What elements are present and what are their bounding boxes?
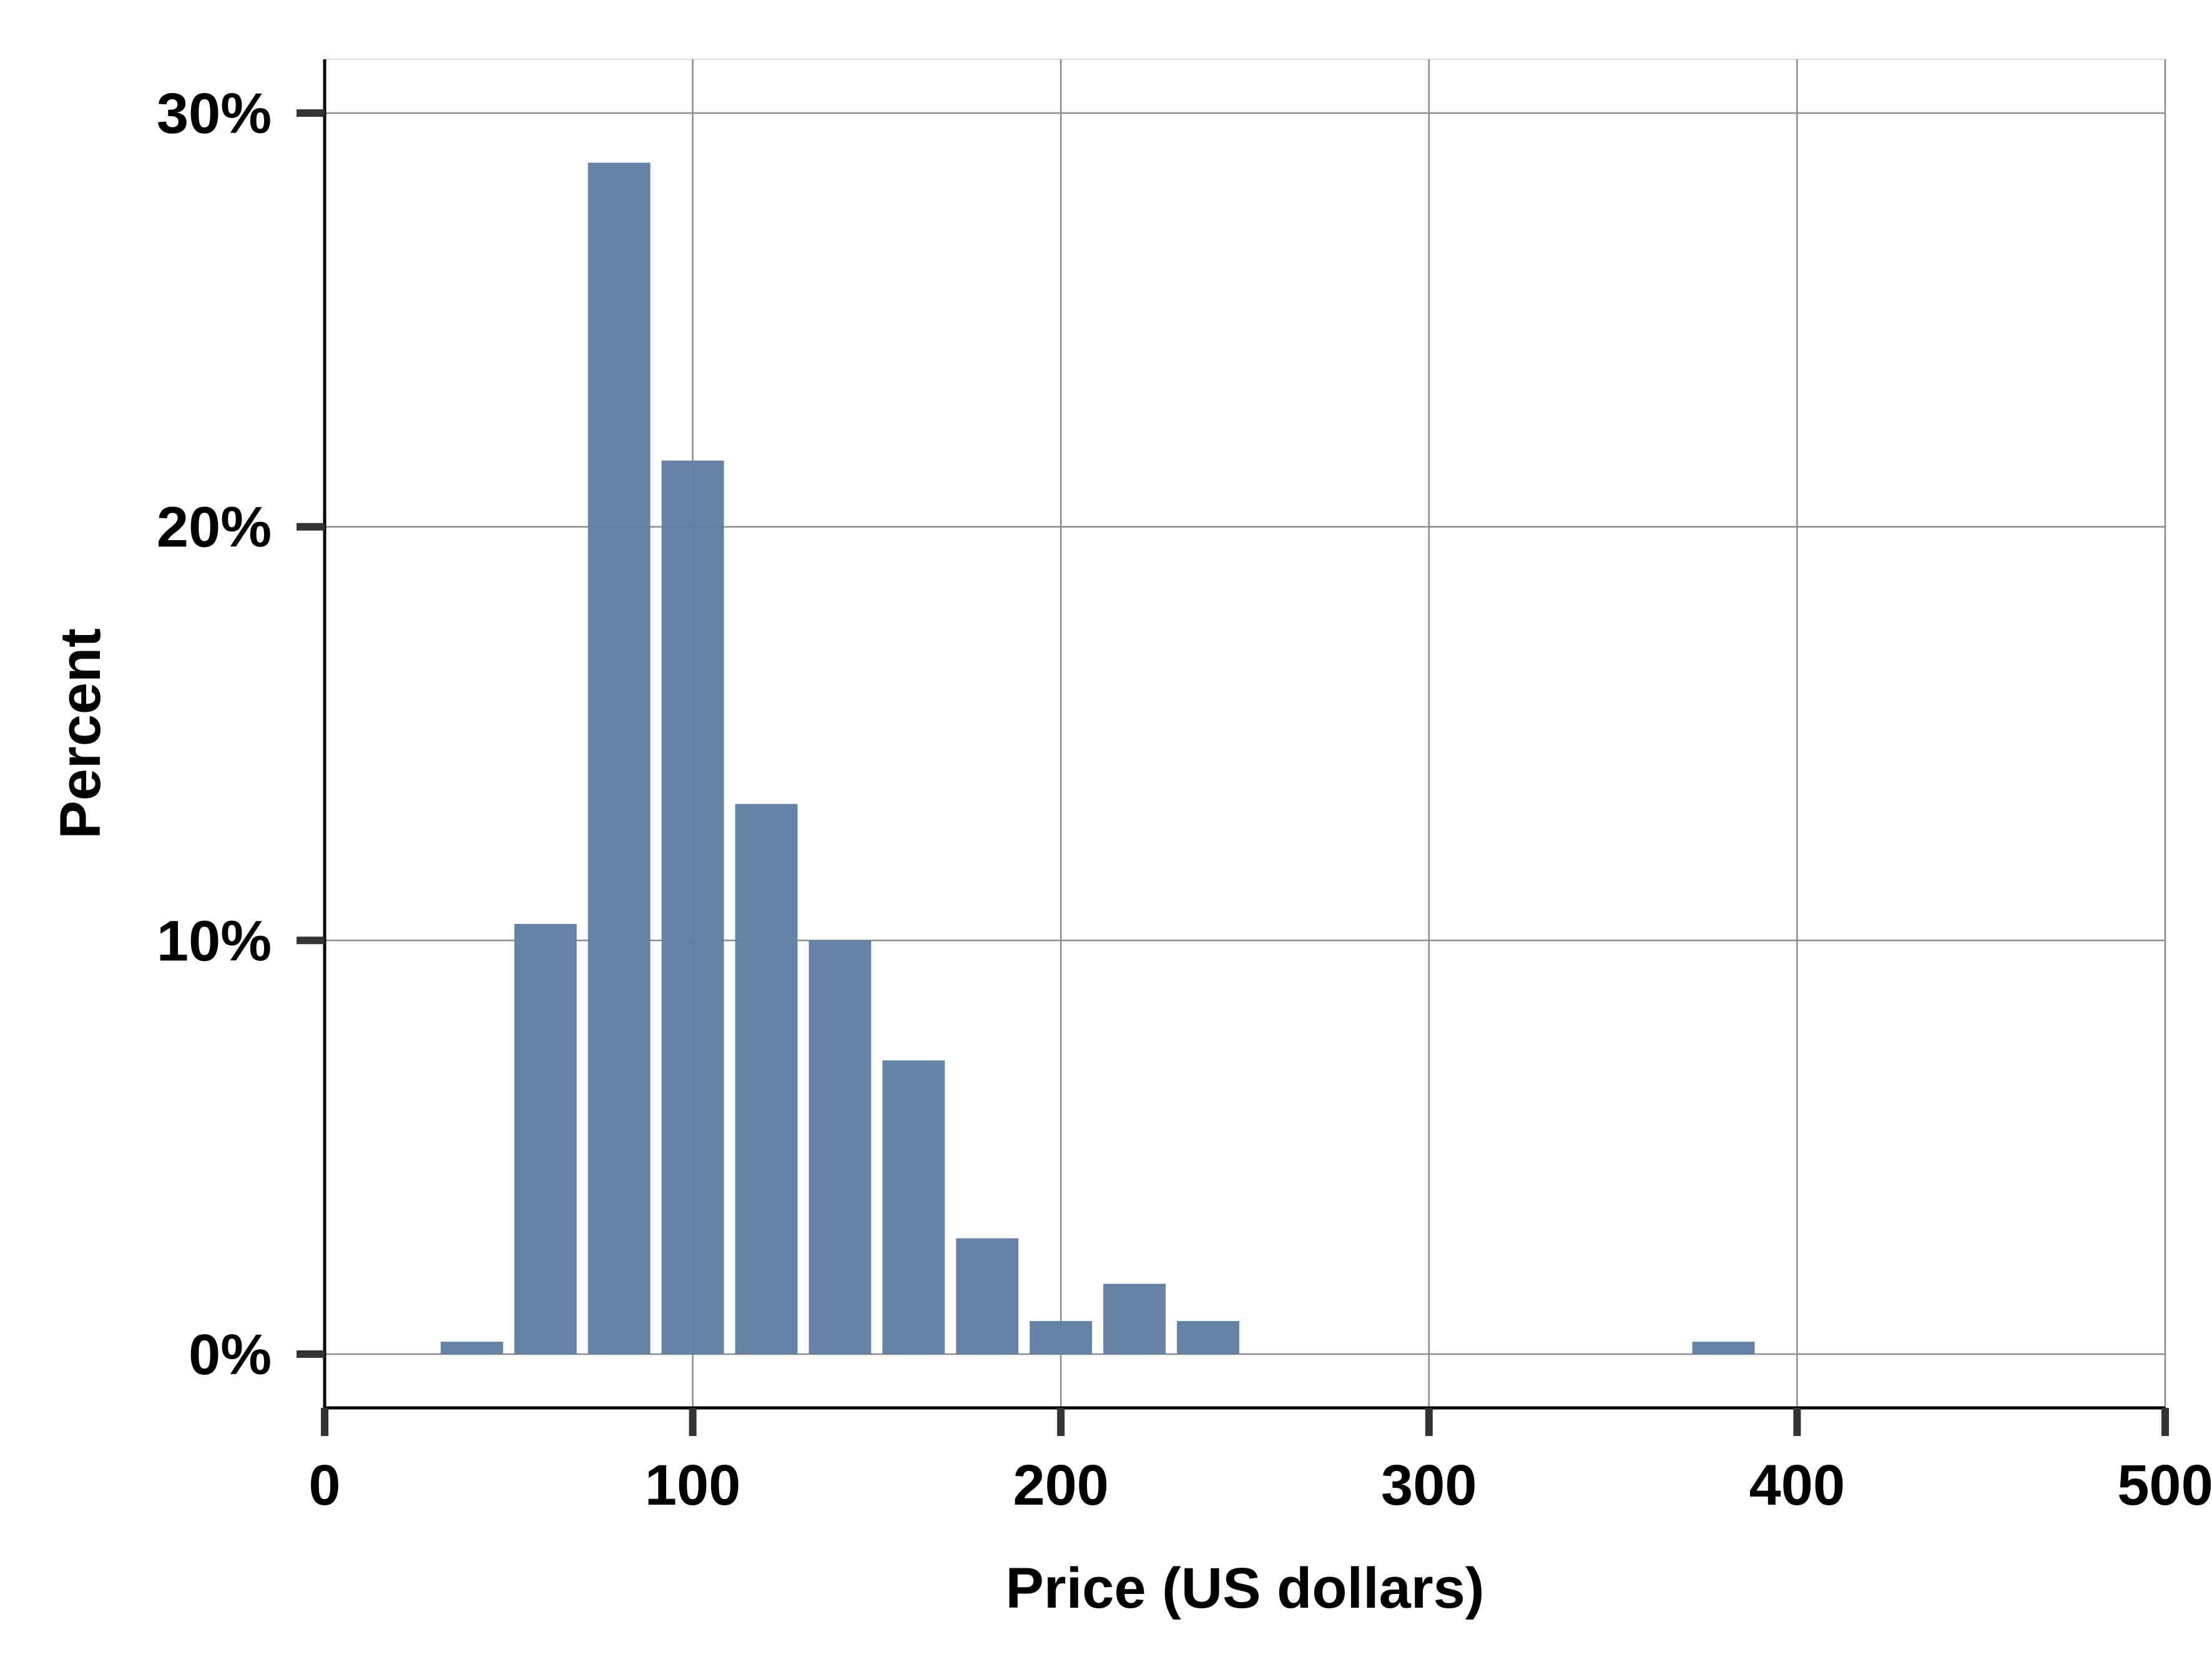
histogram-bar <box>1692 1341 1755 1354</box>
y-tick-label: 30% <box>157 82 272 145</box>
x-tick-label: 100 <box>645 1453 741 1517</box>
histogram-bar <box>1030 1320 1093 1354</box>
y-tick-label: 0% <box>189 1323 272 1387</box>
histogram-bar <box>440 1341 503 1354</box>
x-tick-layer: 0 100 200 300 400 500 <box>308 1408 2212 1517</box>
x-tick-label: 400 <box>1749 1453 1846 1517</box>
histogram-bar <box>514 923 577 1354</box>
bar-layer <box>440 162 1755 1354</box>
x-tick-label: 300 <box>1381 1453 1477 1517</box>
x-tick-label: 0 <box>308 1453 340 1517</box>
histogram-bar <box>1103 1284 1166 1354</box>
y-axis-title: Percent <box>49 628 112 839</box>
y-tick-layer: 0% 10% 20% 30% <box>157 82 325 1387</box>
histogram-bar <box>882 1060 945 1354</box>
histogram-bar <box>809 940 872 1354</box>
x-axis-title: Price (US dollars) <box>1006 1556 1485 1620</box>
y-tick-label: 20% <box>157 496 272 559</box>
x-tick-label: 500 <box>2117 1453 2212 1517</box>
histogram-bar <box>1177 1320 1239 1354</box>
histogram-bar <box>956 1238 1019 1354</box>
y-tick-label: 10% <box>157 909 272 973</box>
axis-layer <box>323 59 2165 1410</box>
histogram-bar <box>661 460 724 1354</box>
histogram-bar <box>587 162 651 1354</box>
x-tick-label: 200 <box>1013 1453 1109 1517</box>
histogram-bar <box>735 804 798 1354</box>
